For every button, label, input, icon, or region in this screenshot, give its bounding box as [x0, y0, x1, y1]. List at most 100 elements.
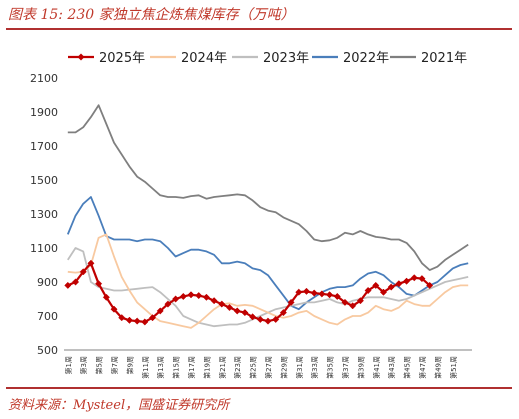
series-markers [64, 259, 434, 326]
legend-label: 2024年 [181, 51, 227, 66]
x-tick-label: 第17周 [187, 356, 196, 379]
x-tick-label: 第27周 [264, 356, 273, 379]
y-tick-label: 1700 [30, 140, 58, 153]
y-tick-label: 1500 [30, 174, 58, 187]
bottom-rule [6, 387, 512, 389]
data-point-2025 [403, 277, 411, 285]
data-point-2025 [64, 281, 72, 289]
data-point-2025 [295, 288, 303, 296]
data-point-2025 [172, 295, 180, 303]
data-point-2025 [302, 287, 311, 295]
data-point-2025 [141, 318, 149, 326]
data-point-2025 [79, 268, 87, 276]
data-point-2025 [356, 297, 364, 305]
x-tick-label: 第31周 [295, 356, 304, 379]
data-point-2025 [287, 298, 295, 306]
x-tick-label: 第39周 [356, 356, 365, 379]
source-note: 资料来源：Mysteel，国盛证券研究所 [8, 398, 230, 413]
legend-marker [77, 53, 85, 61]
series-line-2022 [66, 196, 469, 311]
data-point-2025 [95, 280, 103, 288]
x-tick-label: 第9周 [125, 356, 134, 374]
x-tick-label: 第15周 [172, 356, 181, 379]
x-tick-label: 第13周 [156, 356, 165, 379]
data-point-2025 [264, 317, 272, 325]
top-rule [6, 28, 512, 30]
chart-title: 图表 15: 230 家独立焦企炼焦煤库存（万吨） [8, 7, 295, 23]
data-point-2025 [71, 278, 80, 286]
legend-label: 2022年 [343, 51, 389, 66]
data-point-2025 [372, 281, 380, 289]
data-point-2025 [218, 300, 226, 308]
data-point-2025 [318, 290, 326, 298]
data-point-2025 [187, 291, 195, 299]
x-tick-label: 第35周 [326, 356, 335, 379]
data-point-2025 [202, 293, 210, 301]
x-tick-label: 第25周 [249, 356, 258, 379]
data-point-2025 [341, 298, 349, 306]
data-point-2025 [272, 315, 280, 323]
data-point-2025 [133, 317, 141, 325]
data-point-2025 [125, 316, 133, 324]
data-point-2025 [195, 292, 203, 300]
data-point-2025 [233, 307, 241, 315]
series-lines [66, 104, 469, 329]
data-point-2025 [148, 314, 157, 322]
data-point-2025 [426, 281, 434, 289]
x-tick-label: 第1周 [64, 356, 73, 374]
data-point-2025 [164, 300, 172, 308]
x-tick-label: 第33周 [310, 356, 319, 379]
x-tick-label: 第45周 [403, 356, 412, 379]
data-point-2025 [310, 289, 318, 297]
x-tick-label: 第41周 [372, 356, 381, 379]
x-tick-label: 第19周 [202, 356, 211, 379]
y-tick-label: 900 [37, 276, 58, 289]
y-tick-label: 2100 [30, 72, 58, 85]
x-tick-label: 第49周 [433, 356, 442, 379]
data-point-2025 [333, 292, 341, 301]
y-tick-label: 1100 [30, 242, 58, 255]
data-point-2025 [225, 303, 234, 312]
y-tick-label: 700 [37, 310, 58, 323]
x-tick-label: 第29周 [279, 356, 288, 379]
x-tick-label: 第5周 [95, 356, 104, 374]
data-point-2025 [387, 283, 395, 291]
data-point-2025 [210, 297, 218, 305]
x-tick-label: 第37周 [341, 356, 350, 379]
series-line-2024 [67, 233, 469, 329]
x-tick-label: 第23周 [233, 356, 242, 379]
legend-label: 2023年 [263, 51, 309, 66]
y-tick-label: 1900 [30, 106, 58, 119]
data-point-2025 [349, 302, 357, 310]
x-tick-label: 第51周 [449, 356, 458, 379]
data-point-2025 [102, 293, 110, 301]
data-point-2025 [326, 291, 334, 299]
data-point-2025 [110, 305, 118, 313]
y-tick-label: 1300 [30, 208, 58, 221]
data-point-2025 [395, 280, 403, 288]
data-point-2025 [118, 314, 126, 322]
series-line-2021 [67, 104, 469, 271]
x-tick-label: 第11周 [141, 356, 150, 379]
x-tick-label: 第47周 [418, 356, 427, 379]
data-point-2025 [241, 309, 249, 317]
data-point-2025 [256, 315, 264, 323]
legend: 2025年 2024年 2023年 2022年 2021年 [68, 51, 467, 66]
y-tick-label: 500 [37, 344, 58, 357]
data-point-2025 [249, 313, 257, 321]
data-point-2025 [410, 274, 418, 282]
legend-label: 2025年 [99, 51, 145, 66]
data-point-2025 [379, 288, 388, 296]
x-tick-label: 第7周 [110, 356, 119, 374]
data-point-2025 [179, 292, 187, 301]
x-tick-label: 第21周 [218, 356, 227, 379]
data-point-2025 [364, 286, 372, 295]
data-point-2025 [156, 307, 164, 315]
data-point-2025 [279, 309, 287, 317]
x-tick-label: 第3周 [79, 356, 88, 374]
axes: 500700900110013001500170019002100第1周 第3周第… [30, 72, 472, 379]
data-point-2025 [418, 275, 426, 283]
legend-label: 2021年 [421, 51, 467, 66]
data-point-2025 [87, 259, 95, 267]
